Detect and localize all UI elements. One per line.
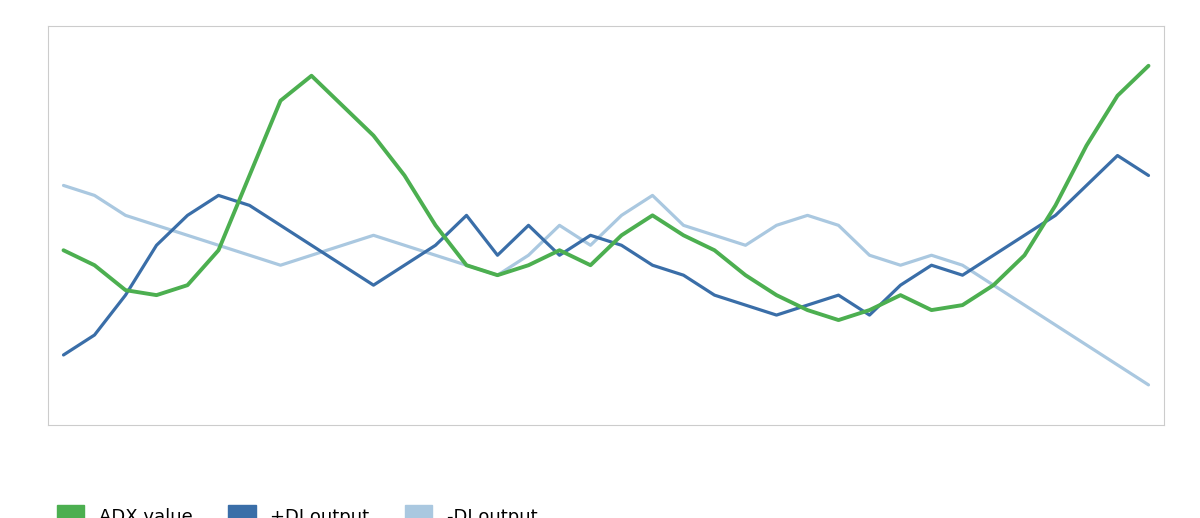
Legend: ADX value, +DI output, -DI output: ADX value, +DI output, -DI output	[58, 506, 538, 518]
